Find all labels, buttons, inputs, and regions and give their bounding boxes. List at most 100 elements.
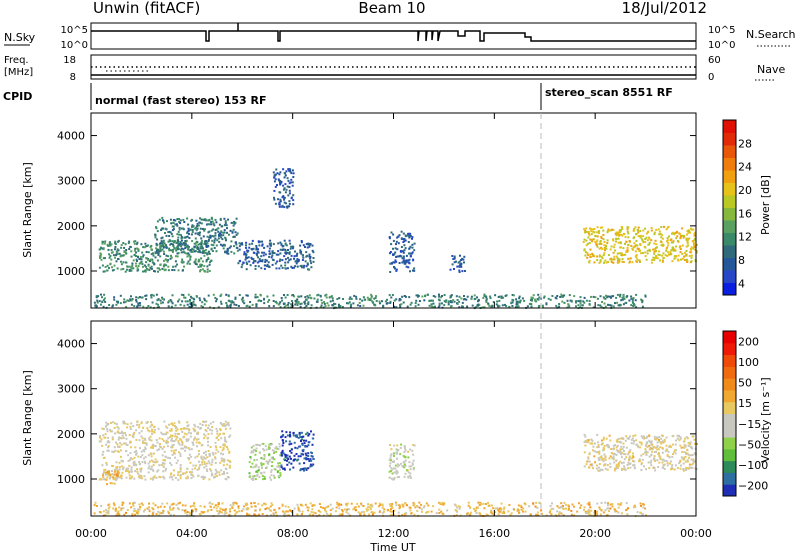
power-cell [126,299,129,302]
power-cell [639,236,642,239]
vel-cell [295,435,298,438]
power-cell [321,302,324,304]
vel-cell [305,457,308,459]
vel-cell [312,514,315,517]
power-cell [549,298,552,301]
power-cell [471,304,474,307]
vel-cell [263,454,266,457]
vel-cell [602,438,605,441]
vel-cell [365,507,368,510]
power-cell [456,302,459,305]
power-cell [511,305,514,307]
vel-cell [606,507,609,510]
power-cell [102,257,105,260]
vel-cell [477,501,480,504]
vel-cell [310,455,313,457]
power-cell [212,228,215,231]
power-cell [220,225,223,228]
power-cell [274,173,277,176]
vel-cell [556,510,559,513]
vel-cell [299,468,302,471]
power-cell [210,223,213,226]
vel-cell [676,467,679,469]
power-cell [277,242,280,245]
vel-cell [160,464,163,466]
power-cell [438,295,441,298]
power-cell [308,268,310,271]
power-cell [163,269,166,272]
power-cell [231,230,234,233]
power-cell [665,249,668,252]
vel-cell [656,446,659,449]
vel-cell [149,460,151,463]
power-cell [168,249,171,252]
vel-cell [268,443,271,446]
vel-cell [616,466,619,469]
vel-cell [229,510,231,513]
power-cell [268,266,271,268]
vel-cell [674,443,677,446]
power-cell [175,248,178,251]
power-cell [225,239,227,242]
power-cell [495,303,498,306]
vel-cell [609,462,612,465]
power-cell [162,246,165,249]
vel-cell [255,447,258,450]
vel-cell [491,512,494,515]
power-cell [200,264,203,267]
power-cell [653,242,656,245]
power-cell [665,228,668,231]
power-cell [255,305,258,308]
vel-cell [197,438,200,441]
power-cell [634,245,637,248]
vel-cell [291,511,293,514]
vel-cell [303,469,305,472]
vel-cell [149,425,152,428]
vel-cell [252,451,255,454]
power-cell [236,247,239,249]
power-cell [196,225,199,227]
power-cell [203,251,206,254]
power-cell [279,180,282,182]
vel-cell [158,475,161,478]
vel-cell [466,512,469,515]
power-cell [389,252,391,255]
power-cell [510,302,513,305]
power-cell [481,306,484,309]
vel-cell [156,470,159,473]
vel-cell [138,439,141,442]
power-cell [659,259,662,262]
vel-cell [288,461,291,464]
power-cell [338,303,340,306]
power-cell [292,246,295,249]
vel-cell [117,471,120,474]
vel-cell [255,465,258,468]
power-cell [586,256,589,259]
power-cell [325,293,328,296]
power-cell [500,295,503,298]
vel-cell [132,502,135,504]
power-colorbar-tick: 4 [738,277,745,290]
vel-cell [199,505,202,508]
vel-cell [188,448,191,451]
vel-cell [155,461,157,464]
vel-cell [144,456,147,459]
power-cell [174,304,177,307]
vel-cell [104,436,107,439]
vel-cell [271,461,274,464]
power-cell [396,255,399,258]
vel-cell [620,445,623,448]
power-cell [200,257,203,260]
vel-cell [135,452,138,455]
vel-cell [679,444,682,447]
vel-cell [136,420,139,423]
power-cell [207,258,210,260]
vel-cell [186,421,189,424]
power-cell [645,232,648,235]
power-cell [534,299,537,302]
power-cell [341,306,344,308]
vel-cell [650,459,653,462]
power-cell [303,264,306,267]
power-cell [606,242,609,244]
vel-cell [209,446,212,448]
